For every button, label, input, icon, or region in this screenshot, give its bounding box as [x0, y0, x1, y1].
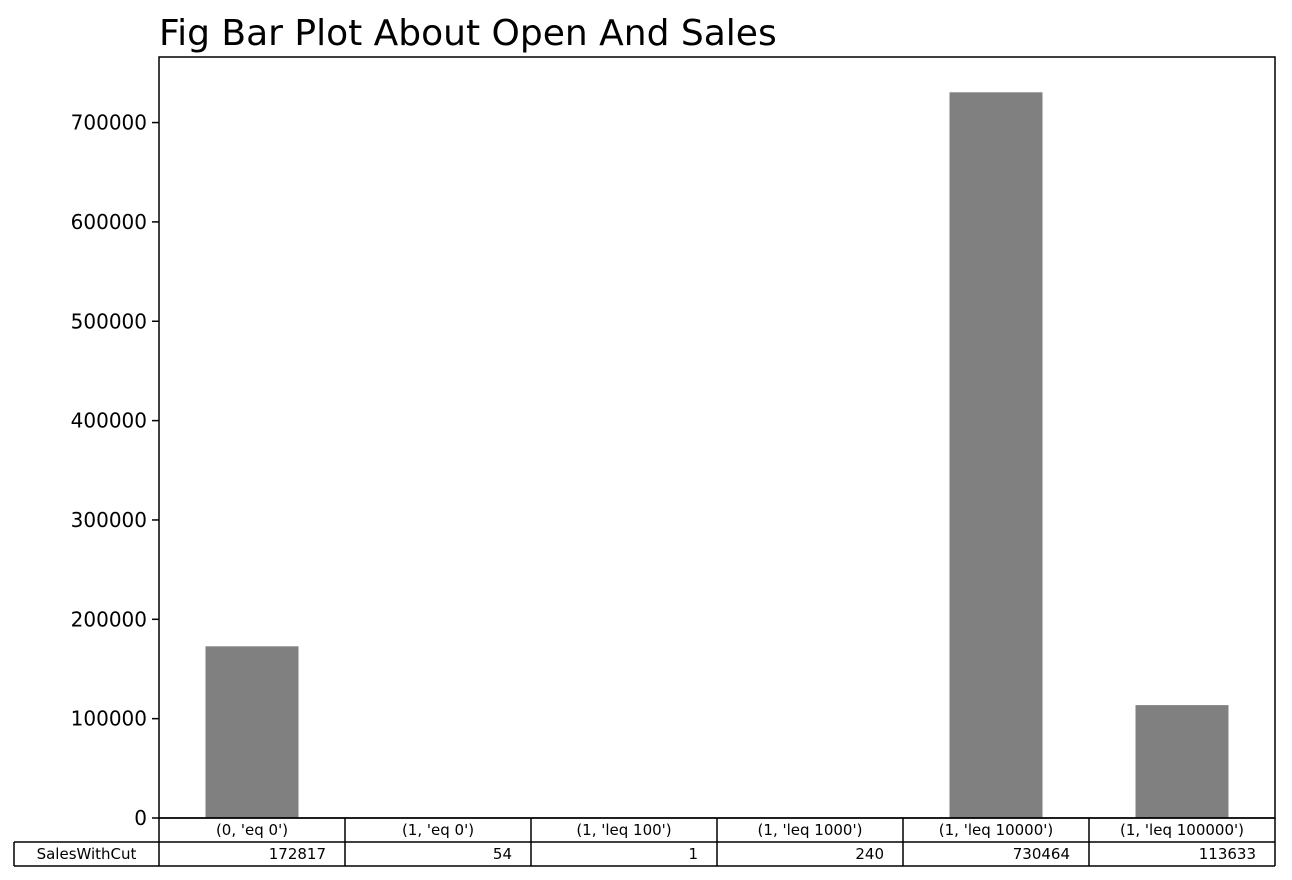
table-value-cell: 1	[688, 845, 698, 863]
table-header-cell: (1, 'leq 1000')	[758, 821, 863, 839]
y-tick-label: 0	[134, 806, 147, 830]
table-row-label: SalesWithCut	[37, 845, 137, 863]
y-tick-label: 100000	[71, 707, 147, 731]
y-tick-label: 600000	[71, 210, 147, 234]
table-value-cell: 113633	[1199, 845, 1256, 863]
plot-area-frame	[158, 56, 1276, 819]
data-table: (0, 'eq 0') (1, 'eq 0') (1, 'leq 100') (1, …	[13, 817, 1276, 867]
table-value-cell: 172817	[269, 845, 326, 863]
table-value-cell: 54	[493, 845, 512, 863]
bar	[949, 92, 1043, 819]
table-header-cell: (1, 'leq 100000')	[1120, 821, 1244, 839]
table-value-cell: 240	[855, 845, 884, 863]
bar	[205, 646, 299, 818]
y-tick-label: 700000	[71, 111, 147, 135]
bar	[1135, 705, 1229, 818]
table-header-cell: (0, 'eq 0')	[216, 821, 288, 839]
y-tick-label: 300000	[71, 508, 147, 532]
table-header-cell: (1, 'eq 0')	[402, 821, 474, 839]
table-header-cell: (1, 'leq 10000')	[939, 821, 1053, 839]
chart-title: Fig Bar Plot About Open And Sales	[159, 13, 777, 54]
table-header-cell: (1, 'leq 100')	[576, 821, 671, 839]
bars-group	[205, 92, 1229, 819]
y-tick-label: 500000	[71, 309, 147, 333]
y-tick-label: 200000	[71, 607, 147, 631]
y-tick-label: 400000	[71, 409, 147, 433]
y-axis: 0 100000 200000 300000 400000 500000 600000 700…	[71, 111, 159, 830]
table-value-cell: 730464	[1013, 845, 1070, 863]
